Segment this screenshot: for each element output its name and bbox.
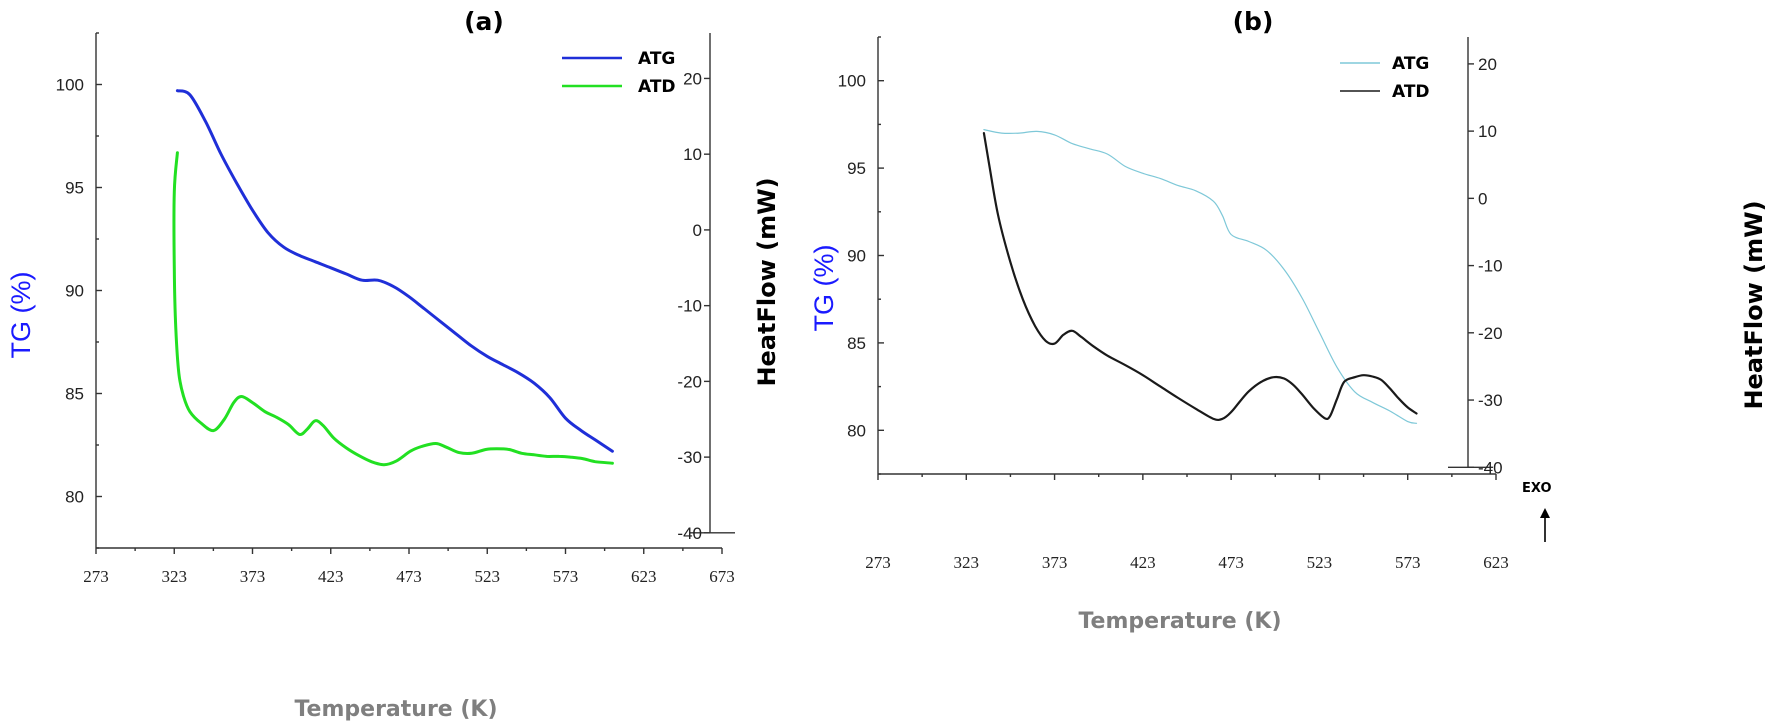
panel-b-left-tick-label: 80: [847, 421, 866, 440]
panel-a-legend-atg-label: ATG: [638, 49, 675, 69]
panel-a-right-axis-title: HeatFlow (mW): [753, 177, 781, 386]
panel-b-left-tick-label: 95: [847, 159, 866, 178]
panel-a-right-tick-label: -10: [677, 297, 702, 316]
panel-b-left-axis-title: TG (%): [809, 245, 839, 332]
panel-b-right-axis-title: HeatFlow (mW): [1740, 200, 1768, 409]
panel-a-left-tick-label: 90: [65, 282, 84, 301]
panel-b: (b) Temperature (K) TG (%) HeatFlow (mW)…: [809, 7, 1768, 634]
panel-a-x-tick-label: 623: [631, 567, 657, 586]
panel-a-left-tick-label: 95: [65, 179, 84, 198]
panel-a-label: (a): [464, 7, 504, 36]
panel-a-left-axis-title: TG (%): [6, 272, 36, 359]
panel-b-series-atg-line: [983, 129, 1418, 424]
panel-a-series-atg-line: [175, 89, 614, 453]
panel-b-x-tick-label: 473: [1218, 553, 1244, 572]
exo-arrow: [1540, 508, 1550, 542]
panel-a-legend-atd-label: ATD: [638, 77, 676, 97]
panel-b-x-tick-label: 323: [954, 553, 980, 572]
panel-a-x-tick-label: 673: [709, 567, 735, 586]
panel-b-right-tick-label: 10: [1478, 122, 1497, 141]
panel-b-legend-atg-label: ATG: [1392, 54, 1429, 74]
panel-a-x-tick-label: 273: [83, 567, 109, 586]
panel-b-right-tick-label: -20: [1478, 324, 1503, 343]
panel-a-x-axis-title: Temperature (K): [294, 697, 497, 722]
panel-b-x-tick-label: 273: [865, 553, 891, 572]
panel-a: (a) Temperature (K) TG (%) HeatFlow (mW)…: [6, 7, 781, 722]
panel-b-x-axis-title: Temperature (K): [1078, 609, 1281, 634]
panel-a-x-tick-label: 423: [318, 567, 344, 586]
panel-b-x-tick-label: 523: [1307, 553, 1333, 572]
panel-a-x-tick-label: 473: [396, 567, 422, 586]
panel-a-right-tick-label: 10: [683, 145, 702, 164]
panel-b-x-tick-label: 373: [1042, 553, 1068, 572]
panel-b-legend-atd-label: ATD: [1392, 82, 1430, 102]
panel-b-x-tick-label: 623: [1483, 553, 1509, 572]
panel-b-x-tick-label: 573: [1395, 553, 1421, 572]
panel-b-right-tick-label: -40: [1478, 458, 1503, 477]
panel-a-left-tick-label: 80: [65, 488, 84, 507]
panel-b-series-atd-line: [982, 132, 1418, 422]
panel-b-left-tick-label: 90: [847, 247, 866, 266]
panel-a-x-tick-label: 373: [240, 567, 266, 586]
panel-a-left-tick-label: 85: [65, 385, 84, 404]
panel-a-right-tick-label: -20: [677, 372, 702, 391]
panel-a-right-tick-label: -40: [677, 524, 702, 543]
panel-a-x-tick-label: 323: [162, 567, 188, 586]
panel-b-x-tick-label: 423: [1130, 553, 1156, 572]
panel-b-label: (b): [1233, 7, 1274, 36]
panel-a-series-atd-line: [172, 151, 614, 467]
panel-b-left-tick-label: 100: [838, 72, 866, 91]
panel-a-x-tick-label: 573: [553, 567, 579, 586]
panel-a-left-tick-label: 100: [56, 76, 84, 95]
panel-b-left-tick-label: 85: [847, 334, 866, 353]
panel-a-right-tick-label: -30: [677, 448, 702, 467]
exo-annotation: EXO: [1522, 481, 1552, 496]
panel-b-right-tick-label: -30: [1478, 391, 1503, 410]
panel-b-right-tick-label: 20: [1478, 55, 1497, 74]
panel-a-right-tick-label: 0: [693, 221, 702, 240]
panel-b-right-tick-label: -10: [1478, 257, 1503, 276]
panel-a-right-tick-label: 20: [683, 69, 702, 88]
panel-a-x-tick-label: 523: [475, 567, 501, 586]
panel-b-right-tick-label: 0: [1478, 189, 1487, 208]
